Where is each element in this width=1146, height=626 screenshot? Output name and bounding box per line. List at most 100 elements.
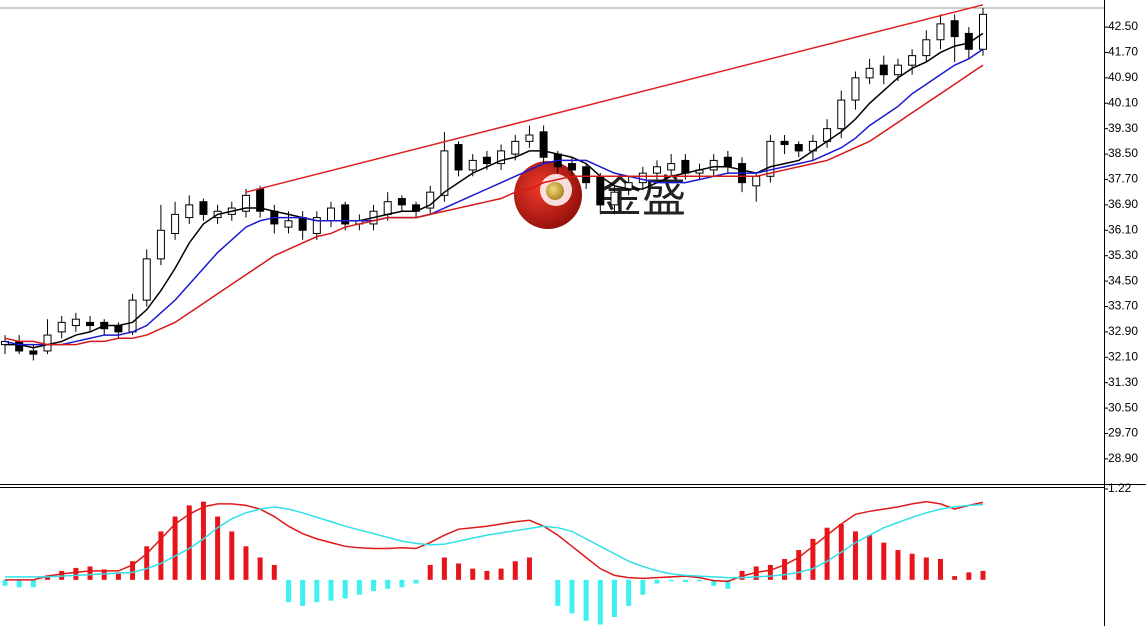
macd-bar: [654, 579, 660, 584]
candle-body: [752, 175, 761, 187]
candle-body: [638, 172, 647, 184]
macd-line: [5, 500, 984, 583]
macd-bar: [314, 579, 320, 603]
macd-bar: [271, 564, 277, 580]
candle-body: [327, 207, 335, 222]
macd-bar: [583, 579, 589, 621]
y-tick-label: 35.30: [1108, 248, 1138, 262]
y-tick-label: 28.90: [1108, 451, 1138, 465]
candle-body: [879, 64, 888, 76]
macd-bar: [215, 516, 221, 580]
candle-body: [908, 55, 917, 66]
candle-body: [922, 39, 931, 57]
macd-bar: [456, 563, 462, 580]
macd-bar: [385, 579, 391, 589]
macd-bar: [697, 579, 703, 582]
macd-bar: [711, 579, 717, 586]
macd-bar: [952, 576, 958, 580]
y-tick-label: 40.90: [1108, 70, 1138, 84]
y-tick-label: 40.10: [1108, 95, 1138, 109]
macd-bar: [767, 564, 773, 580]
candle-body: [284, 220, 293, 228]
macd-bar: [810, 538, 816, 580]
y-tick-label: 37.70: [1108, 172, 1138, 186]
macd-bar: [186, 505, 192, 580]
candle-body: [596, 175, 605, 206]
macd-bar: [668, 579, 674, 582]
macd-bar: [569, 579, 575, 614]
y-tick-label: 29.70: [1108, 426, 1138, 440]
candle-body: [199, 201, 208, 215]
y-tick-label: 39.30: [1108, 121, 1138, 135]
candle-body: [43, 334, 52, 352]
candle-body: [142, 258, 151, 301]
macd-bar: [356, 579, 362, 595]
candle-body: [86, 321, 95, 327]
macd-bar: [852, 531, 858, 580]
y-tick-label: 36.10: [1108, 222, 1138, 236]
macd-bar: [144, 546, 150, 580]
candle-body: [653, 166, 661, 174]
candle-body: [57, 321, 66, 333]
macd-bar: [555, 579, 561, 606]
macd-bar: [966, 572, 972, 580]
candle-body: [440, 150, 449, 196]
y-tick-label: 32.10: [1108, 349, 1138, 363]
candle-body: [525, 134, 534, 142]
y-tick-label: 42.50: [1108, 19, 1138, 33]
candle-body: [936, 23, 945, 41]
candle-body: [383, 201, 392, 215]
macd-bar: [980, 570, 986, 580]
moving-average: [4, 64, 984, 346]
macd-bar: [30, 579, 36, 588]
macd-bar: [484, 570, 490, 580]
macd-bar: [881, 542, 887, 580]
macd-bar: [200, 501, 206, 580]
candle-body: [15, 340, 24, 352]
macd-bar: [73, 567, 79, 580]
moving-average: [5, 32, 984, 349]
macd-bar: [16, 579, 22, 588]
moving-average: [4, 48, 984, 346]
candle-body: [893, 64, 902, 76]
macd-bar: [399, 579, 405, 588]
macd-bar: [909, 553, 915, 580]
macd-bar: [611, 579, 617, 618]
candle-body: [723, 156, 732, 168]
macd-bar: [824, 527, 830, 580]
macd-bar: [597, 579, 603, 625]
candle-body: [185, 204, 194, 219]
candle-body: [766, 140, 775, 177]
candle-body: [29, 350, 38, 355]
candle-body: [539, 131, 548, 158]
macd-bar: [725, 579, 731, 589]
candle-body: [950, 20, 959, 38]
y-tick-label: 32.90: [1108, 324, 1138, 338]
macd-bar: [923, 557, 929, 580]
macd-bar: [867, 535, 873, 580]
candle-body: [128, 299, 137, 333]
macd-bar: [130, 561, 136, 580]
candle-body: [865, 67, 874, 79]
candle-body: [567, 163, 576, 171]
y-tick-label: 1.22: [1108, 481, 1132, 495]
macd-bar: [526, 557, 532, 580]
macd-bar: [158, 531, 164, 580]
candle-body: [709, 159, 718, 171]
candle-body: [426, 191, 435, 209]
y-tick-label: 34.50: [1108, 273, 1138, 287]
macd-bar: [640, 579, 646, 595]
macd-line: [5, 503, 984, 579]
macd-bar: [2, 579, 8, 586]
candle-body: [582, 166, 591, 184]
macd-bar: [682, 579, 688, 583]
macd-bar: [328, 579, 334, 601]
macd-bar: [895, 550, 901, 580]
candle-body: [497, 150, 506, 165]
macd-bar: [300, 579, 306, 606]
candle-body: [312, 217, 321, 234]
candle-body: [71, 318, 80, 327]
macd-bar: [512, 561, 518, 580]
candle-body: [298, 217, 307, 231]
y-tick-label: 38.50: [1108, 146, 1138, 160]
